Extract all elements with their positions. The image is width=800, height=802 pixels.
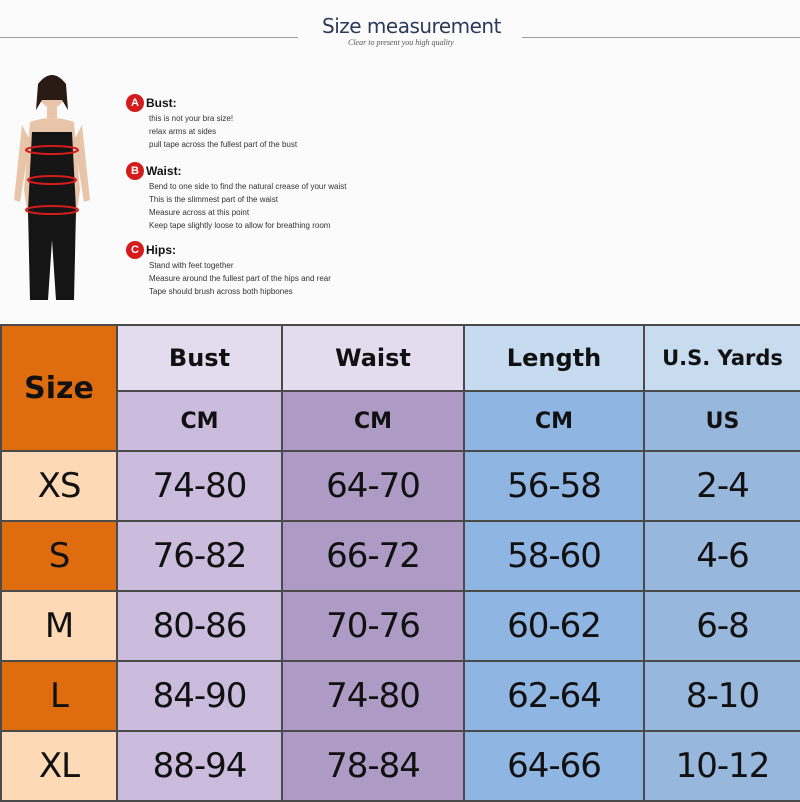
- size-cell: M: [0, 590, 118, 662]
- table-row: S 76-82 66-72 58-60 4-6: [0, 520, 800, 592]
- column-header-us: U.S. Yards: [643, 324, 800, 392]
- table-row: L 84-90 74-80 62-64 8-10: [0, 660, 800, 732]
- column-header-length: Length: [463, 324, 645, 392]
- guide-line: Measure across at this point: [149, 208, 250, 218]
- guide-line: Keep tape slightly loose to allow for br…: [149, 221, 331, 231]
- guide-line: Tape should brush across both hipbones: [149, 287, 293, 297]
- size-cell: XL: [0, 730, 118, 802]
- page-subtitle: Clear to present you high quality: [348, 38, 454, 47]
- value-cell: 4-6: [643, 520, 800, 592]
- table-row: M 80-86 70-76 60-62 6-8: [0, 590, 800, 662]
- divider: [522, 37, 800, 38]
- guide-line: This is the slimmest part of the waist: [149, 195, 278, 205]
- value-cell: 78-84: [281, 730, 465, 802]
- page-title: Size measurement: [322, 14, 501, 38]
- guide-line: Stand with feet together: [149, 261, 234, 271]
- guide-label: Bust:: [146, 96, 177, 110]
- value-cell: 74-80: [116, 450, 283, 522]
- guide-line: Measure around the fullest part of the h…: [149, 274, 331, 284]
- size-header: Size: [0, 324, 118, 452]
- value-cell: 10-12: [643, 730, 800, 802]
- size-table: Size Bust Waist Length U.S. Yards CM CM …: [0, 324, 800, 802]
- value-cell: 56-58: [463, 450, 645, 522]
- size-cell: XS: [0, 450, 118, 522]
- guide-bust: A Bust: this is not your bra size! relax a…: [126, 94, 297, 151]
- value-cell: 6-8: [643, 590, 800, 662]
- guide-line: Bend to one side to find the natural cre…: [149, 182, 347, 192]
- guide-waist: B Waist: Bend to one side to find the nat…: [126, 162, 346, 232]
- value-cell: 2-4: [643, 450, 800, 522]
- value-cell: 76-82: [116, 520, 283, 592]
- value-cell: 58-60: [463, 520, 645, 592]
- unit-waist: CM: [281, 390, 465, 452]
- column-header-waist: Waist: [281, 324, 465, 392]
- size-cell: S: [0, 520, 118, 592]
- badge-a: A: [126, 94, 144, 112]
- measurement-guide: Size measurement Clear to present you hi…: [0, 0, 800, 322]
- table-row: XL 88-94 78-84 64-66 10-12: [0, 730, 800, 802]
- unit-length: CM: [463, 390, 645, 452]
- value-cell: 74-80: [281, 660, 465, 732]
- value-cell: 70-76: [281, 590, 465, 662]
- value-cell: 66-72: [281, 520, 465, 592]
- guide-hips: C Hips: Stand with feet together Measure a…: [126, 241, 331, 298]
- badge-b: B: [126, 162, 144, 180]
- size-cell: L: [0, 660, 118, 732]
- badge-c: C: [126, 241, 144, 259]
- table-row: XS 74-80 64-70 56-58 2-4: [0, 450, 800, 522]
- guide-label: Hips:: [146, 243, 176, 257]
- value-cell: 88-94: [116, 730, 283, 802]
- divider: [0, 37, 298, 38]
- guide-label: Waist:: [146, 164, 182, 178]
- guide-line: relax arms at sides: [149, 127, 217, 137]
- value-cell: 60-62: [463, 590, 645, 662]
- guide-line: this is not your bra size!: [149, 114, 234, 124]
- value-cell: 62-64: [463, 660, 645, 732]
- value-cell: 64-70: [281, 450, 465, 522]
- value-cell: 8-10: [643, 660, 800, 732]
- guide-line: pull tape across the fullest part of the…: [149, 140, 298, 150]
- model-figure-image: [14, 75, 90, 300]
- value-cell: 80-86: [116, 590, 283, 662]
- value-cell: 84-90: [116, 660, 283, 732]
- unit-us: US: [643, 390, 800, 452]
- value-cell: 64-66: [463, 730, 645, 802]
- unit-bust: CM: [116, 390, 283, 452]
- column-header-bust: Bust: [116, 324, 283, 392]
